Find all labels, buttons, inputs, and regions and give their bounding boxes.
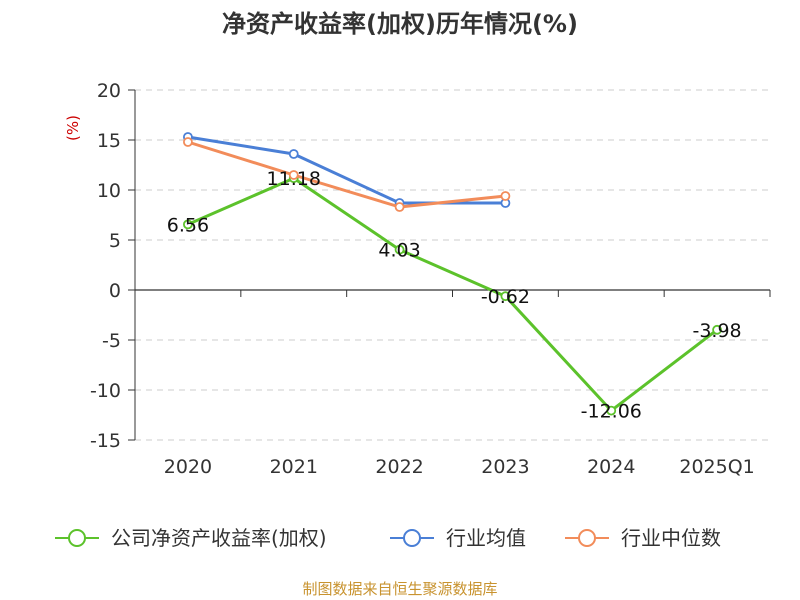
source-note: 制图数据来自恒生聚源数据库 bbox=[302, 580, 497, 598]
legend-marker bbox=[68, 529, 86, 547]
legend-label: 行业中位数 bbox=[621, 526, 721, 550]
series-line bbox=[186, 135, 507, 205]
data-label: -12.06 bbox=[581, 401, 642, 423]
chart-title: 净资产收益率(加权)历年情况(%) bbox=[222, 10, 578, 38]
data-label: 4.03 bbox=[378, 240, 420, 262]
x-tick-label: 2022 bbox=[375, 456, 423, 478]
data-point bbox=[500, 191, 511, 201]
grid bbox=[135, 89, 770, 441]
y-tick-label: 20 bbox=[97, 80, 121, 102]
y-axis-unit: (%) bbox=[64, 115, 82, 141]
y-tick-label: 5 bbox=[109, 230, 121, 252]
y-tick-label: 10 bbox=[97, 180, 121, 202]
data-point bbox=[288, 170, 299, 180]
data-point bbox=[183, 137, 193, 147]
y-tick-label: 15 bbox=[97, 130, 121, 152]
y-tick-label: 0 bbox=[109, 280, 121, 302]
legend-marker bbox=[403, 529, 421, 547]
data-labels: 6.56 11.18 4.03 -0.62 -12.06 -3.98 bbox=[167, 168, 742, 422]
y-tick-label: -15 bbox=[90, 430, 121, 452]
x-tick-label: 2021 bbox=[270, 456, 318, 478]
axes: 20 15 10 5 0 -5 -10 -15 2020 2021 2022 2023 2024 2025… bbox=[90, 80, 771, 478]
legend-marker bbox=[578, 529, 596, 547]
data-label: 6.56 bbox=[167, 214, 209, 236]
series-line bbox=[186, 140, 507, 209]
data-point bbox=[606, 405, 617, 416]
series bbox=[183, 132, 722, 416]
data-point bbox=[394, 244, 405, 255]
data-label: 11.18 bbox=[267, 168, 321, 190]
data-label: -3.98 bbox=[692, 320, 741, 342]
x-tick-label: 2024 bbox=[587, 456, 635, 478]
y-tick-label: -10 bbox=[90, 380, 121, 402]
legend: 公司净资产收益率(加权) 行业均值 行业中位数 bbox=[55, 526, 721, 550]
x-tick-label: 2023 bbox=[481, 456, 529, 478]
series-line bbox=[186, 176, 719, 413]
data-point bbox=[500, 291, 511, 302]
data-point bbox=[712, 324, 722, 335]
x-tick-label: 2020 bbox=[164, 456, 212, 478]
legend-label: 行业均值 bbox=[446, 526, 526, 550]
data-point bbox=[394, 202, 405, 212]
data-point bbox=[183, 219, 193, 230]
x-tick-label: 2025Q1 bbox=[679, 456, 754, 478]
data-point bbox=[288, 149, 299, 159]
data-label: -0.62 bbox=[481, 286, 530, 308]
legend-label: 公司净资产收益率(加权) bbox=[111, 526, 327, 550]
y-tick-label: -5 bbox=[102, 330, 121, 352]
